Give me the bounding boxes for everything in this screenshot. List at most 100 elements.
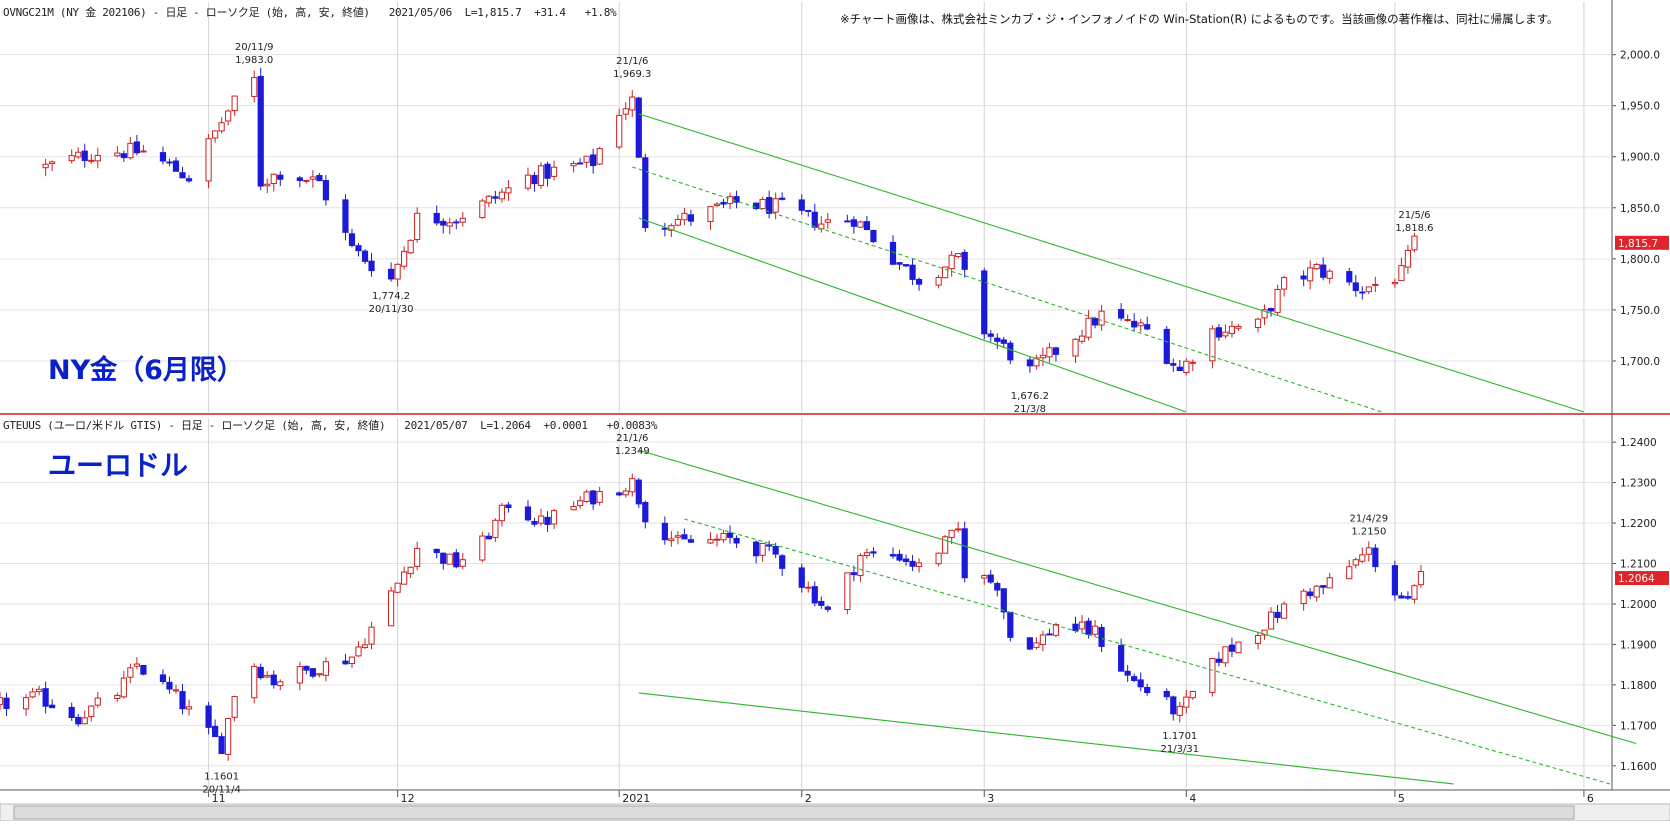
candle-up: [1039, 354, 1047, 359]
candle-up: [915, 562, 923, 567]
candle-up: [1189, 690, 1196, 699]
candle-up: [49, 161, 56, 165]
candle-up: [1189, 361, 1196, 364]
candle-down: [779, 555, 786, 569]
candle-up: [296, 666, 303, 684]
candle-down: [544, 163, 551, 179]
candle-down: [49, 704, 56, 709]
candle-up: [550, 166, 558, 177]
candle-up: [114, 152, 121, 157]
candle-down: [726, 532, 734, 538]
candle-down: [766, 197, 773, 214]
annotation-value: 1,969.3: [613, 69, 651, 80]
candle-down: [1124, 670, 1131, 676]
annotation-date: 21/4/29: [1350, 513, 1389, 524]
candle-up: [524, 174, 532, 189]
candle-down: [68, 706, 75, 718]
candle-down: [642, 157, 649, 229]
candle-up: [407, 566, 414, 575]
last-price-label: 1,815.7: [1618, 238, 1658, 250]
candle-down: [987, 574, 994, 583]
candle-up: [713, 203, 721, 206]
candle-down: [1274, 611, 1281, 618]
candle-down: [1131, 320, 1138, 328]
candle-down: [277, 174, 284, 180]
candle-up: [726, 196, 734, 204]
candle-up: [1078, 335, 1086, 342]
annotation-date: 21/5/6: [1398, 210, 1430, 221]
candle-down: [1215, 658, 1223, 663]
candle-up: [459, 559, 466, 567]
candle-up: [1261, 309, 1268, 319]
month-label: 5: [1398, 792, 1405, 805]
candle-down: [1007, 342, 1014, 361]
candle-up: [120, 677, 127, 698]
candle-down: [961, 528, 968, 579]
annotation-value: 1.2349: [615, 446, 650, 457]
candle-up: [1072, 338, 1079, 357]
price-tick-label: 1.1700: [1620, 720, 1657, 732]
candle-up: [1411, 585, 1418, 600]
candle-up: [1176, 705, 1183, 716]
candle-down: [1300, 275, 1307, 280]
scrollbar-thumb: [13, 805, 1575, 820]
candle-up: [1307, 267, 1314, 282]
candle-down: [1267, 307, 1275, 312]
candle-up: [616, 115, 623, 148]
candle-up: [127, 142, 134, 159]
candle-down: [1144, 324, 1151, 330]
candle-up: [935, 552, 942, 565]
annotation-date: 21/3/8: [1014, 404, 1046, 415]
eurusd-header: GTEUUS (ユーロ/米ドル GTIS) - 日足 - ローソク足 (始, 高…: [3, 417, 658, 433]
candle-down: [303, 665, 310, 671]
candle-down: [902, 558, 910, 562]
candle-down: [766, 544, 773, 547]
candle-down: [1085, 620, 1092, 635]
candle-down: [355, 245, 362, 252]
gold-header: OVNGC21M (NY 金 202106) - 日足 - ローソク足 (始, …: [3, 4, 617, 20]
last-price-box: [1615, 571, 1669, 586]
gold-header-change: +31.4: [534, 6, 566, 19]
candle-up: [1372, 283, 1379, 286]
candle-up: [1052, 624, 1060, 636]
candle-up: [68, 155, 75, 162]
candle-down: [870, 229, 877, 243]
candle-up: [550, 510, 558, 525]
annotation-value: 1,983.0: [235, 55, 273, 66]
annotation-value: 1,774.2: [372, 291, 410, 302]
candle-up: [1365, 286, 1372, 293]
candle-up: [981, 575, 988, 579]
candle-down: [1026, 637, 1033, 650]
candle-up: [674, 535, 681, 538]
candle-down: [3, 697, 10, 709]
candle-up: [479, 200, 486, 219]
candle-up: [1411, 235, 1418, 251]
candle-down: [492, 196, 499, 199]
candle-up: [185, 706, 193, 710]
candle-down: [896, 553, 903, 561]
candle-up: [446, 553, 453, 565]
annotation-value: 1.2150: [1351, 526, 1386, 537]
candle-up: [537, 515, 545, 524]
candle-up: [172, 689, 180, 692]
candle-up: [36, 688, 43, 692]
candle-down: [1137, 679, 1144, 688]
candle-up: [446, 222, 453, 227]
candle-down: [1372, 547, 1379, 568]
candle-up: [114, 694, 121, 699]
candle-down: [889, 241, 897, 265]
candle-up: [505, 187, 512, 194]
candle-down: [915, 278, 923, 285]
candle-up: [498, 191, 506, 200]
candle-down: [348, 233, 356, 246]
candle-up: [1235, 641, 1242, 654]
price-tick-label: 1,800.0: [1620, 254, 1660, 266]
candle-down: [1320, 264, 1327, 278]
candle-up: [485, 195, 492, 204]
candle-up: [127, 667, 134, 678]
candle-up: [622, 108, 629, 115]
candle-up: [596, 491, 603, 503]
candle-up: [225, 718, 232, 755]
candle-up: [414, 547, 421, 567]
candle-up: [772, 198, 779, 213]
